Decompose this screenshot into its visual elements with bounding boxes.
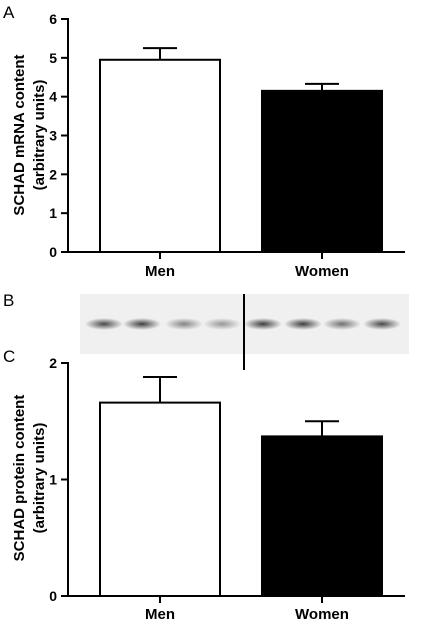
- blot-band: [165, 318, 203, 330]
- y-axis-title-units: (arbitrary units): [31, 80, 48, 191]
- bar-men: [99, 58, 221, 254]
- blot-band: [284, 318, 322, 330]
- blot-band: [244, 318, 282, 330]
- panel-b-letter: B: [3, 291, 14, 310]
- y-tick-label: 1: [49, 205, 57, 221]
- y-axis-title: SCHAD mRNA content: [11, 54, 28, 215]
- bar-men: [99, 401, 221, 597]
- panel-c-letter: C: [3, 347, 15, 366]
- blot-band: [203, 318, 241, 330]
- blot-band: [323, 318, 361, 330]
- blot-band: [363, 318, 401, 330]
- y-tick-label: 1: [49, 472, 57, 488]
- category-label-women: Women: [295, 263, 349, 280]
- y-tick-label: 3: [49, 128, 57, 144]
- bar-women: [261, 89, 383, 254]
- panel-a-letter: A: [3, 3, 15, 22]
- y-tick-label: 6: [49, 11, 57, 27]
- y-axis-title-units: (arbitrary units): [31, 423, 48, 534]
- bar-women: [261, 435, 383, 597]
- y-tick-label: 2: [49, 166, 57, 182]
- y-tick-label: 2: [49, 355, 57, 371]
- category-label-men: Men: [145, 263, 175, 280]
- chart-a-mrna: 0 1 2 3 4 5 6 Men Women SCHAD mRNA content (arbitr…: [11, 11, 405, 280]
- y-tick-label: 5: [49, 50, 57, 66]
- chart-c-protein: 0 1 2 Men Women SCHAD protein content (arbitra…: [11, 355, 405, 623]
- y-tick-label: 0: [49, 244, 57, 260]
- category-label-men: Men: [145, 606, 175, 623]
- western-blot: [80, 294, 409, 370]
- y-axis-title: SCHAD protein content: [11, 395, 28, 562]
- y-tick-label: 0: [49, 588, 57, 604]
- blot-band: [123, 318, 161, 330]
- blot-band: [85, 318, 123, 330]
- category-label-women: Women: [295, 606, 349, 623]
- y-tick-label: 4: [49, 89, 57, 105]
